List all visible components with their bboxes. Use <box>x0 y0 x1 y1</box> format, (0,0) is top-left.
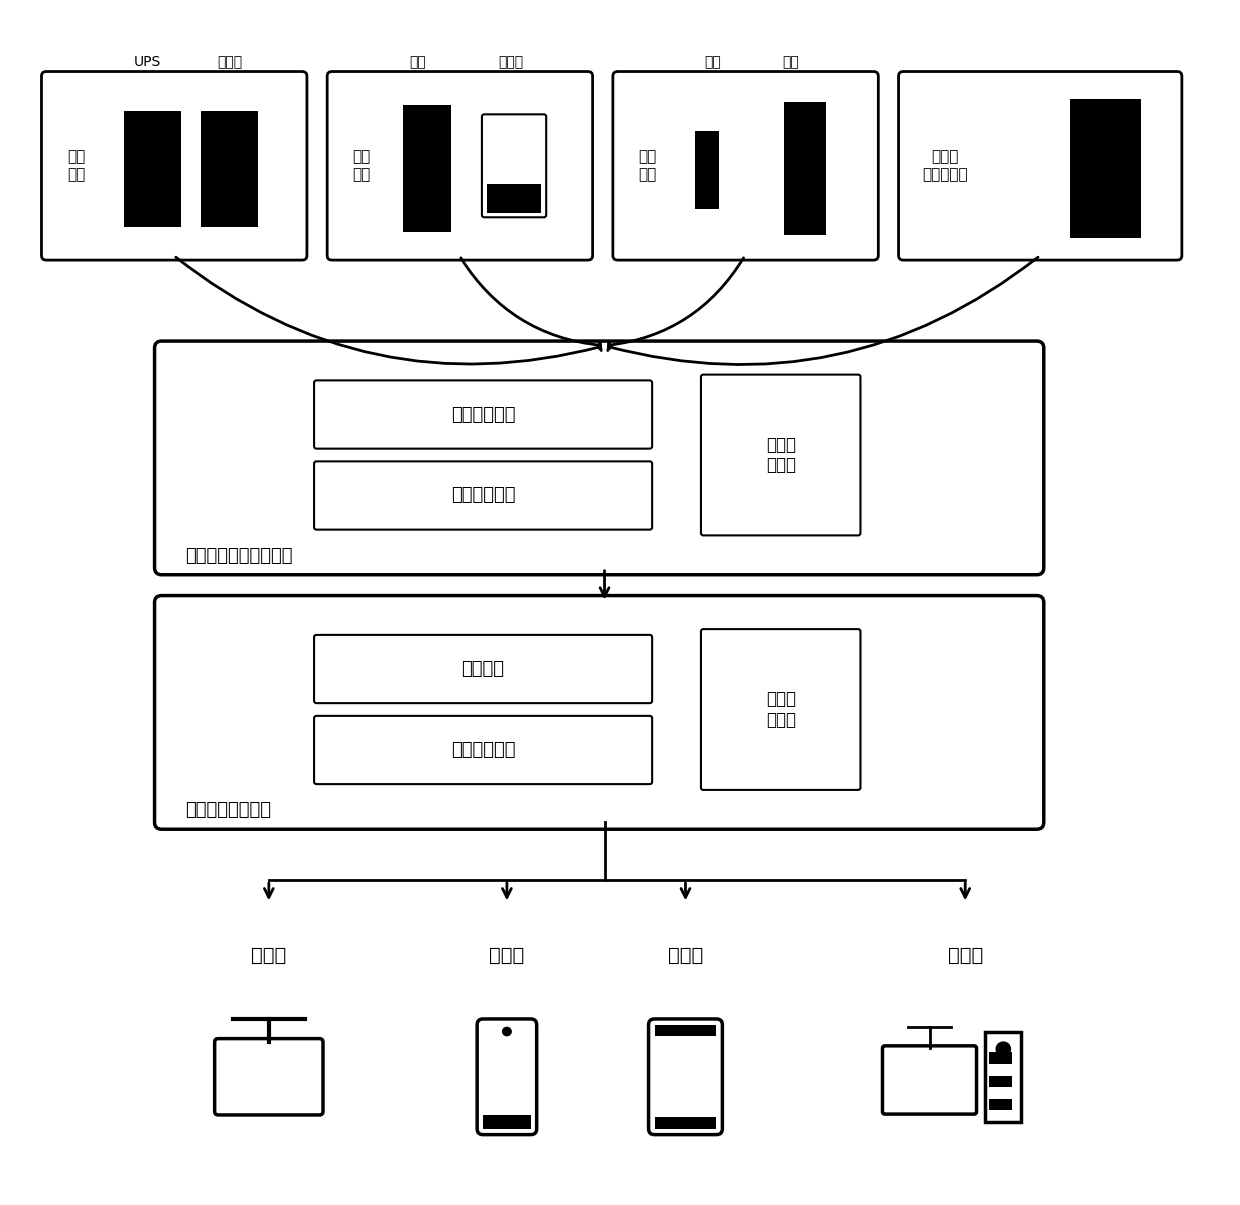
Bar <box>1070 99 1141 239</box>
FancyBboxPatch shape <box>701 375 861 535</box>
Circle shape <box>996 1042 1011 1056</box>
Bar <box>655 1024 717 1036</box>
FancyBboxPatch shape <box>883 1046 977 1115</box>
Text: 实时计算单元: 实时计算单元 <box>451 487 516 505</box>
Text: 应用和存储服务器: 应用和存储服务器 <box>186 801 272 819</box>
Bar <box>484 1116 531 1129</box>
Bar <box>201 111 258 227</box>
Text: 数据接入单元: 数据接入单元 <box>451 406 516 423</box>
FancyBboxPatch shape <box>215 1039 322 1115</box>
Bar <box>486 183 542 212</box>
Text: UPS: UPS <box>134 55 161 69</box>
Text: 制冷
系统: 制冷 系统 <box>352 149 371 182</box>
Text: 通湿度: 通湿度 <box>498 55 523 69</box>
Text: 空调: 空调 <box>409 55 427 69</box>
FancyBboxPatch shape <box>155 595 1044 829</box>
Text: 烟感: 烟感 <box>704 55 722 69</box>
Text: 弱电
系统: 弱电 系统 <box>639 149 656 182</box>
FancyBboxPatch shape <box>477 1019 537 1135</box>
Bar <box>990 1052 1012 1064</box>
Text: 强电
系统: 强电 系统 <box>67 149 86 182</box>
FancyBboxPatch shape <box>649 1019 723 1135</box>
Text: 数据接入和计算服务器: 数据接入和计算服务器 <box>186 547 293 565</box>
Bar <box>990 1099 1012 1110</box>
FancyBboxPatch shape <box>327 71 593 260</box>
FancyBboxPatch shape <box>155 341 1044 575</box>
FancyBboxPatch shape <box>41 71 308 260</box>
Bar <box>655 1117 717 1129</box>
Text: 门禁: 门禁 <box>782 55 799 69</box>
FancyBboxPatch shape <box>314 635 652 704</box>
Text: 第三方
感知子系统: 第三方 感知子系统 <box>923 149 967 182</box>
Bar <box>784 101 826 235</box>
Bar <box>124 111 181 227</box>
FancyBboxPatch shape <box>613 71 878 260</box>
Text: 存储单元: 存储单元 <box>461 660 505 678</box>
Text: 协调处
理单元: 协调处 理单元 <box>766 436 796 475</box>
Bar <box>990 1076 1012 1087</box>
Text: 移动端: 移动端 <box>668 946 703 965</box>
Text: 移动端: 移动端 <box>490 946 525 965</box>
FancyBboxPatch shape <box>701 629 861 790</box>
Circle shape <box>502 1028 511 1035</box>
Text: 客户端: 客户端 <box>947 946 983 965</box>
Text: 协调处
理单元: 协调处 理单元 <box>766 690 796 729</box>
Text: 蓄电池: 蓄电池 <box>217 55 242 69</box>
FancyBboxPatch shape <box>482 114 546 217</box>
Text: 监控端: 监控端 <box>252 946 286 965</box>
Bar <box>694 130 719 210</box>
Bar <box>986 1031 1022 1122</box>
FancyBboxPatch shape <box>314 462 652 530</box>
FancyBboxPatch shape <box>899 71 1182 260</box>
FancyBboxPatch shape <box>314 716 652 784</box>
FancyBboxPatch shape <box>314 381 652 448</box>
Text: 应用功能单元: 应用功能单元 <box>451 741 516 759</box>
Bar <box>403 105 451 233</box>
